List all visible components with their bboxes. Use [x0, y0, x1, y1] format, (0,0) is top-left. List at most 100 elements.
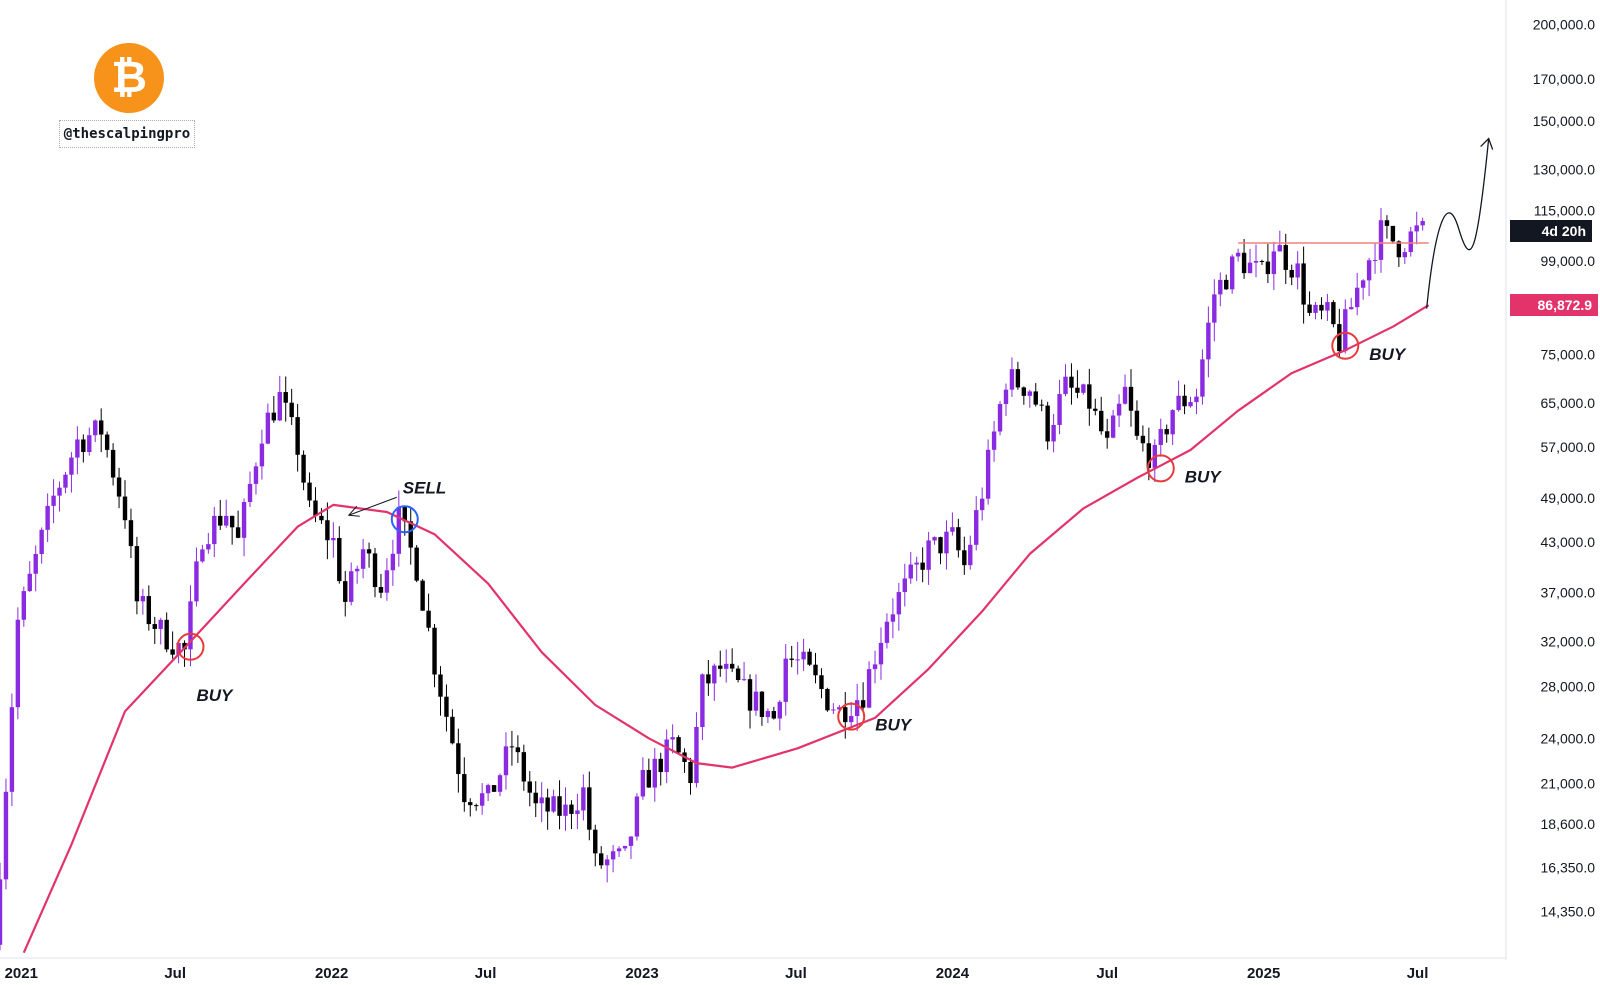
buy-signal-circle[interactable] [1331, 331, 1360, 360]
candle-up [1081, 383, 1086, 395]
candle-down [938, 536, 943, 565]
candle-up [241, 498, 247, 557]
price-tick-label: 65,000.0 [1541, 395, 1596, 411]
buy-label: BUY [1185, 467, 1223, 486]
candle-down [1099, 396, 1104, 435]
candle-up [206, 532, 211, 554]
forecast-arrow-head [1480, 137, 1494, 150]
candle-up [9, 693, 15, 807]
candle-up [854, 683, 860, 732]
candle-up [950, 512, 955, 536]
candle-down [301, 450, 306, 491]
price-tick-label: 16,350.0 [1541, 860, 1596, 876]
candle-up [575, 793, 580, 830]
candle-down [456, 728, 461, 793]
buy-signal-circle[interactable] [1146, 454, 1175, 483]
candle-down [920, 547, 925, 583]
candle-up [0, 862, 3, 951]
candle-up [479, 783, 485, 815]
sell-pointer-arrow [348, 496, 397, 516]
candle-down [271, 396, 277, 423]
candle-down [468, 798, 473, 817]
candle-down [450, 709, 455, 745]
annotations-layer: BUY SELL BUY BUY BUY [176, 331, 1407, 735]
candle-up [908, 551, 913, 584]
sell-signal-circle[interactable] [390, 505, 419, 534]
candle-up [777, 700, 782, 731]
candle-up [1295, 251, 1300, 290]
time-tick-label: Jul [1407, 965, 1429, 982]
candle-up [265, 403, 271, 445]
time-tick-label: Jul [164, 965, 186, 982]
candle-up [604, 855, 610, 883]
candle-up [551, 789, 556, 813]
candle-down [1104, 418, 1110, 449]
candle-down [658, 752, 663, 786]
candle-up [539, 782, 544, 823]
candle-up [985, 439, 991, 505]
candle-down [569, 800, 574, 830]
candle-up [1235, 248, 1241, 262]
price-tick-label: 21,000.0 [1541, 775, 1596, 791]
candle-down [1021, 386, 1027, 405]
candle-up [1360, 279, 1366, 300]
candle-down [432, 624, 437, 688]
candle-down [1390, 225, 1396, 244]
candle-down [813, 652, 818, 684]
candle-down [438, 666, 443, 716]
candle-down [289, 388, 294, 425]
buy-label: BUY [196, 686, 234, 705]
candle-down [474, 803, 479, 811]
candle-down [319, 508, 324, 524]
candle-down [1093, 398, 1098, 416]
candle-up [1212, 279, 1217, 342]
candle-up [1009, 357, 1015, 397]
time-tick-label: 2022 [315, 965, 348, 982]
candle-down [521, 744, 527, 791]
time-tick-label: 2024 [936, 965, 970, 982]
candle-down [81, 434, 86, 463]
candle-down [408, 508, 413, 565]
time-axis[interactable]: 2021 Jul 2022 Jul 2023 Jul 2024 Jul 2025 Jul [5, 965, 1429, 982]
candle-up [896, 582, 902, 631]
candle-up [1378, 208, 1384, 273]
moving-average-line [22, 304, 1430, 954]
candle-down [1331, 300, 1336, 328]
candle-up [902, 563, 907, 607]
candle-up [75, 426, 80, 475]
candle-up [51, 479, 56, 524]
candle-up [1158, 418, 1163, 457]
forecast-arrow[interactable] [1426, 138, 1490, 309]
candle-down [98, 408, 104, 453]
price-tick-label: 18,600.0 [1541, 816, 1596, 832]
candle-up [223, 499, 229, 528]
candle-up [33, 545, 38, 592]
time-tick-label: Jul [475, 965, 497, 982]
candle-up [503, 732, 509, 790]
buy-signal-circle[interactable] [837, 702, 866, 731]
time-tick-label: 2021 [5, 965, 38, 982]
candle-up [849, 702, 854, 729]
buy-label: BUY [875, 716, 913, 735]
price-axis[interactable]: 200,000.0 170,000.0 150,000.0 130,000.0 115,… [1533, 16, 1596, 919]
buy-signal-circle[interactable] [176, 632, 205, 661]
candle-down [229, 515, 235, 545]
price-tick-label: 37,000.0 [1541, 585, 1596, 601]
candle-up [93, 419, 98, 443]
candle-up [1122, 374, 1128, 405]
candle-up [1170, 409, 1175, 446]
candle-down [1283, 233, 1288, 285]
candle-down [1259, 259, 1265, 265]
candle-up [712, 663, 717, 701]
candle-up [753, 674, 759, 716]
candle-up [1176, 380, 1181, 412]
candle-down [860, 682, 866, 712]
candle-up [1200, 349, 1205, 405]
candle-down [771, 706, 777, 720]
price-tick-label: 170,000.0 [1533, 71, 1595, 87]
candle-up [1194, 388, 1199, 415]
candle-down [1164, 424, 1169, 443]
candle-down [962, 536, 967, 575]
candle-up [926, 531, 931, 585]
